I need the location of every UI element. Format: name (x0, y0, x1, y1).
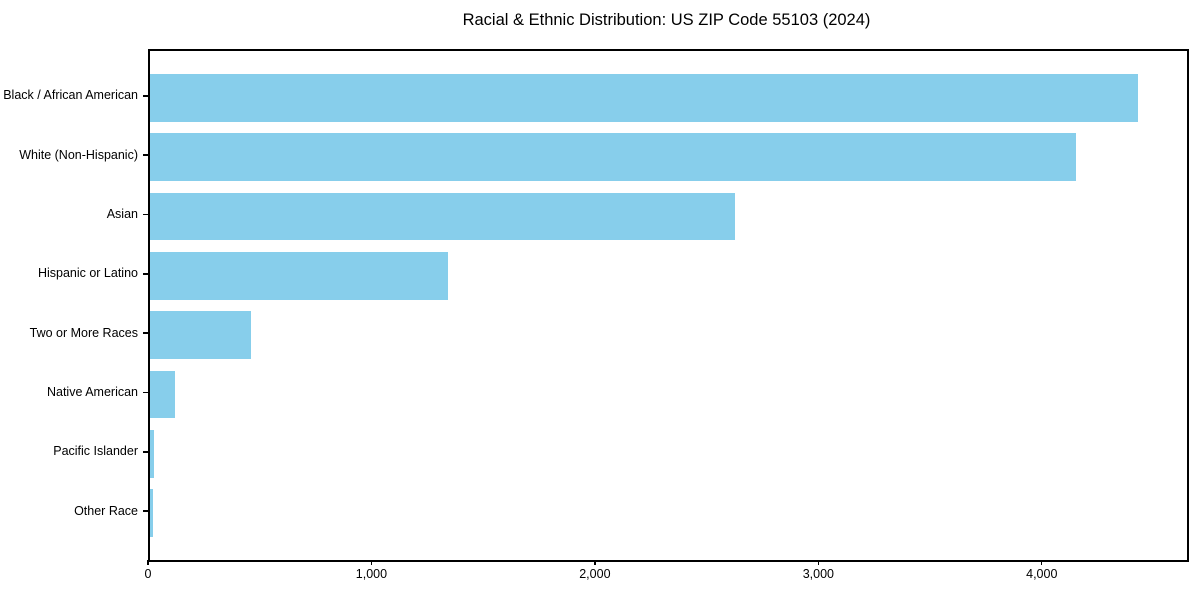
x-tick-2000 (594, 560, 596, 565)
y-label-two-or-more-races: Two or More Races (29, 325, 138, 340)
x-tick-1000 (370, 560, 373, 565)
y-label-pacific-islander: Pacific Islander (53, 444, 138, 459)
bar-native-american (150, 370, 175, 419)
y-tick-pacific-islander (143, 451, 148, 453)
x-tick-0 (147, 560, 149, 565)
x-tick-label-4000: 4,000 (1026, 567, 1058, 581)
y-label-native-american: Native American (46, 384, 138, 399)
y-label-black-african-american: Black / African American (3, 88, 138, 103)
x-tick-label-0: 0 (144, 567, 152, 581)
y-tick-asian (143, 213, 148, 216)
y-label-other-race: Other Race (74, 503, 138, 518)
y-tick-black-african-american (143, 95, 148, 97)
chart-title: Racial & Ethnic Distribution: US ZIP Cod… (462, 11, 871, 29)
x-tick-4000 (1041, 560, 1043, 565)
y-tick-native-american (143, 391, 148, 394)
bar-black-african-american (150, 74, 1138, 122)
x-tick-label-3000: 3,000 (802, 567, 834, 581)
y-tick-white-non-hispanic (143, 154, 148, 156)
y-label-white-non-hispanic: White (Non-Hispanic) (19, 147, 138, 162)
bar-two-or-more-races (150, 311, 251, 359)
plot-area (148, 49, 1189, 562)
bar-asian (150, 192, 736, 241)
bar-pacific-islander (150, 430, 155, 478)
y-tick-two-or-more-races (143, 332, 148, 334)
x-tick-label-1000: 1,000 (355, 567, 388, 581)
x-tick-3000 (817, 560, 820, 565)
y-tick-other-race (143, 510, 148, 512)
y-label-asian: Asian (106, 207, 138, 221)
y-label-hispanic-or-latino: Hispanic or Latino (37, 266, 138, 281)
bar-white-non-hispanic (150, 133, 1077, 181)
x-tick-label-2000: 2,000 (579, 567, 611, 581)
y-tick-hispanic-or-latino (143, 273, 148, 275)
bar-other-race (150, 489, 154, 537)
bar-hispanic-or-latino (150, 252, 449, 300)
